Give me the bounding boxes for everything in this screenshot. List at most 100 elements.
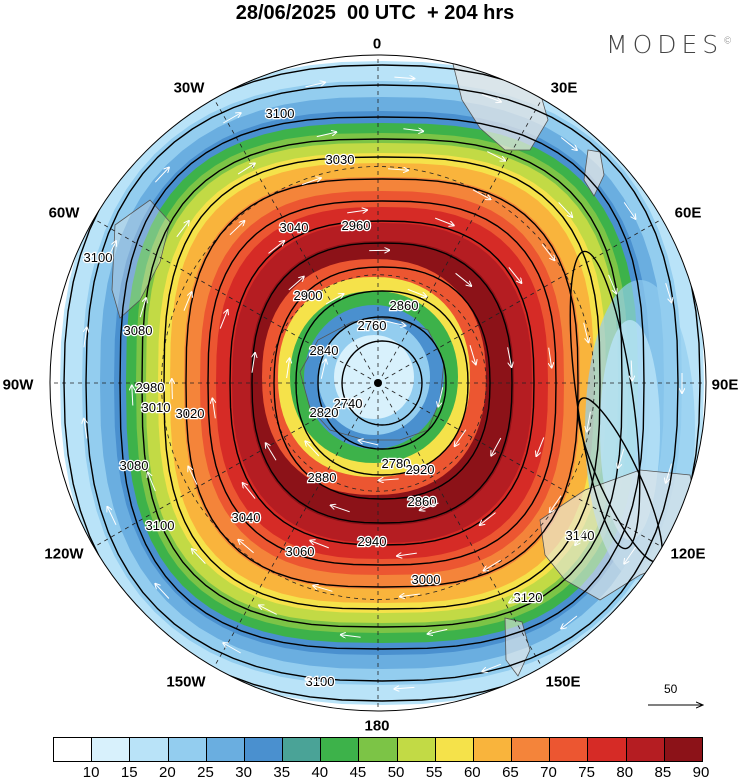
shade-band [334,335,414,419]
wind-arrow [313,586,333,592]
colorbar-tick: 35 [273,764,291,781]
wind-arrow [148,473,156,492]
wind-arrow [379,479,399,481]
wind-arrow [438,387,444,406]
colorbar-swatch [473,738,513,761]
longitude-label: 30W [173,79,205,97]
wind-arrow [172,379,173,400]
wind-arrow [229,221,245,236]
longitude-label: 0 [372,35,382,53]
contour-line [119,116,645,650]
wind-arrow [341,635,361,638]
wind-arrow [509,591,527,603]
wind-arrow [403,129,423,132]
wind-arrow [666,463,673,483]
contour-label: 2880 [308,470,337,485]
wind-arrow [561,615,578,629]
wind-arrow [223,113,240,124]
wind-arrow [480,512,496,525]
wind-arrow [106,241,116,260]
wind-arrow [400,594,420,597]
wind-arrow [301,178,321,186]
meridian-line [377,218,663,384]
reference-vector-label: 50 [664,682,678,696]
wind-arrow [472,189,491,200]
meridian-line [93,382,379,548]
polar-stereographic-map: 2740 2760 2780 2820 2840 2860 2860 2880 2900 2920… [49,54,707,712]
wind-arrow [288,277,304,291]
wind-arrow [624,546,636,564]
contour-label: 3100 [146,518,175,533]
colorbar-tick: 50 [387,764,405,781]
wind-arrow [388,169,408,171]
wind-arrow [549,347,552,368]
wind-arrow [219,310,227,329]
meridian-line [377,382,663,548]
colorbar-tick: 90 [692,764,710,781]
colorbar-swatch [206,738,245,761]
contour-label: 2940 [358,534,387,549]
copyright-mark: © [723,36,733,47]
wind-arrow [420,502,439,510]
colorbar-tick: 25 [197,764,214,781]
longitude-label: 30E [550,79,578,97]
contour-label: 3120 [514,590,543,605]
wind-arrow [243,483,256,499]
wind-arrow [237,163,255,175]
colorbar-tick: 55 [425,764,443,781]
colorbar-tick: 65 [502,764,519,781]
contour-label: 2980 [136,380,165,395]
colorbar-swatch [626,738,665,761]
colorbar-tick: 10 [82,764,100,781]
longitude-label: 120E [670,545,706,563]
colorbar-tick: 30 [235,764,252,781]
contour-line [185,178,579,588]
wind-arrow [155,584,170,599]
longitude-label: 150W [166,673,206,691]
colorbar-legend: 10 15 20 25 30 35 40 45 50 55 60 65 70 75 80 85 90 [53,737,709,782]
colorbar-swatch [168,738,207,761]
wind-arrow [306,679,326,685]
wind-arrow [541,243,554,260]
colorbar-swatch [550,738,589,761]
contour-line [273,266,491,500]
wind-arrow [266,443,277,461]
contour-line [163,156,601,610]
wind-arrow [665,283,672,302]
colorbar-tick: 75 [578,764,595,781]
meridian-line [213,382,379,668]
wind-arrow [608,274,617,294]
contour-label: 3040 [232,510,261,525]
wind-arrow [139,298,146,318]
longitude-label: 150E [545,673,581,691]
wind-arrow [507,347,512,367]
wind-arrow [132,386,133,406]
colorbar-tick: 40 [311,764,329,781]
wind-arrow [238,540,254,554]
wind-arrow [394,687,415,689]
contour-label: 3140 [566,528,595,543]
wind-arrow [176,221,189,238]
colorbar-tick: 15 [120,764,138,781]
map-boundary [49,54,707,712]
colorbar-swatch [130,738,169,761]
contour-label: 2960 [342,218,371,233]
contour-label: 2860 [408,494,437,509]
colorbar-tick: 85 [654,764,672,781]
colorbar-swatch [54,738,93,761]
wind-arrow [183,292,192,311]
meridian-line [213,98,379,384]
contour-label: 2900 [294,288,323,303]
wind-arrow [305,441,320,457]
wind-arrow [347,210,367,213]
wind-arrow [469,345,476,364]
contour-label: 2860 [390,298,419,313]
wind-arrow [287,358,290,379]
wind-arrow [154,168,169,183]
contour-line [207,200,557,566]
contour-line-high [569,250,641,550]
contour-line [85,84,679,682]
contour-label: 3000 [412,572,441,587]
wind-arrow [316,132,337,138]
colorbar-swatch [283,738,322,761]
